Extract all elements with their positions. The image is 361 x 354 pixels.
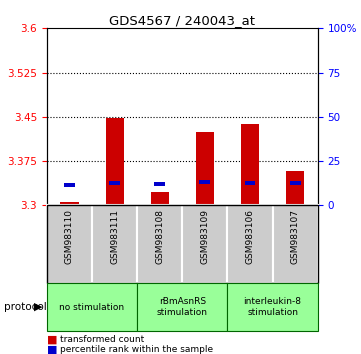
Bar xyxy=(227,283,318,331)
Bar xyxy=(245,181,256,185)
Text: interleukin-8
stimulation: interleukin-8 stimulation xyxy=(244,297,301,317)
Bar xyxy=(196,132,214,205)
Text: ■: ■ xyxy=(47,335,57,345)
Bar xyxy=(227,205,273,283)
Text: GSM983106: GSM983106 xyxy=(245,209,255,264)
Bar xyxy=(47,283,137,331)
Text: transformed count: transformed count xyxy=(60,335,144,344)
Bar xyxy=(47,205,92,283)
Bar xyxy=(137,283,227,331)
Text: rBmAsnRS
stimulation: rBmAsnRS stimulation xyxy=(157,297,208,317)
Text: ■: ■ xyxy=(47,345,57,354)
Text: GSM983107: GSM983107 xyxy=(291,209,300,264)
Bar xyxy=(92,205,137,283)
Bar xyxy=(61,202,79,205)
Bar xyxy=(241,125,259,205)
Text: GSM983109: GSM983109 xyxy=(200,209,209,264)
Text: no stimulation: no stimulation xyxy=(60,303,125,312)
Text: ▶: ▶ xyxy=(34,302,43,312)
Bar xyxy=(137,205,182,283)
Text: GSM983111: GSM983111 xyxy=(110,209,119,264)
Bar xyxy=(199,179,210,184)
Bar xyxy=(286,171,304,205)
Bar xyxy=(273,205,318,283)
Text: protocol: protocol xyxy=(4,302,46,312)
Bar xyxy=(290,181,300,185)
Text: GSM983110: GSM983110 xyxy=(65,209,74,264)
Text: GSM983108: GSM983108 xyxy=(155,209,164,264)
Bar xyxy=(64,183,75,187)
Bar xyxy=(151,192,169,205)
Bar xyxy=(154,182,165,186)
Bar xyxy=(182,205,227,283)
Bar xyxy=(109,181,120,185)
Title: GDS4567 / 240043_at: GDS4567 / 240043_at xyxy=(109,14,255,27)
Text: percentile rank within the sample: percentile rank within the sample xyxy=(60,345,213,354)
Bar xyxy=(105,118,123,205)
